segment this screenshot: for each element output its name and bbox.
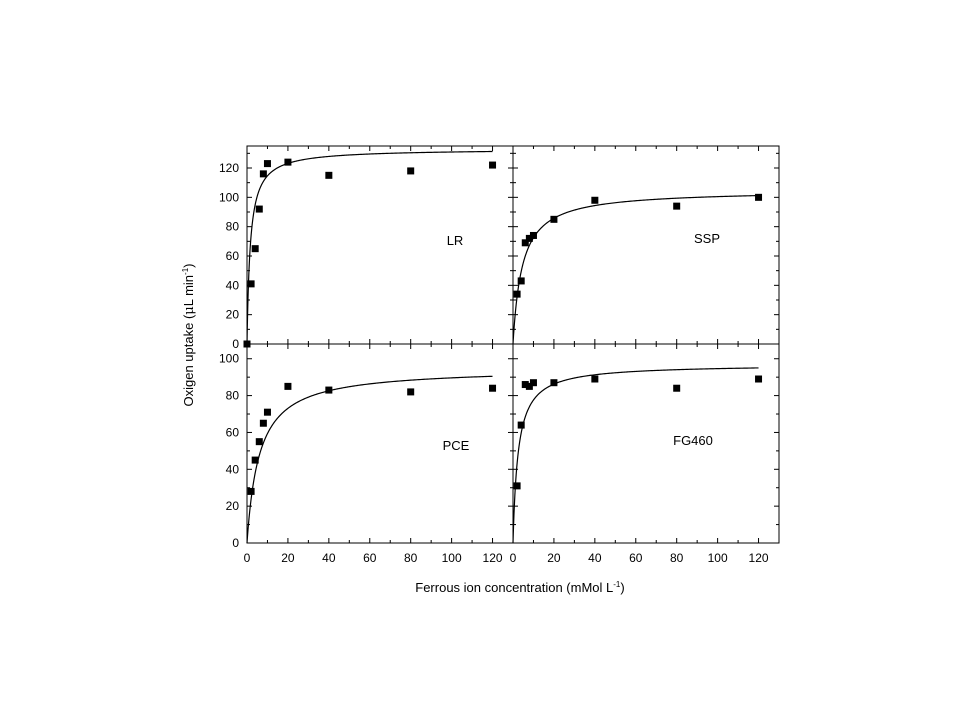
fit-curve xyxy=(512,367,759,543)
data-point xyxy=(255,205,263,213)
y-tick-label: 80 xyxy=(226,220,240,234)
data-point xyxy=(550,215,558,223)
panel-label: SSP xyxy=(694,231,720,246)
panel-bottom-right: 0 20 40 60 80 100 120 FG460 xyxy=(510,343,780,565)
data-point xyxy=(251,245,259,253)
x-axis-title: Ferrous ion concentration (mMol L-1) xyxy=(415,580,624,595)
fit-curve xyxy=(246,375,493,544)
data-point xyxy=(529,231,537,239)
y-axis-title-mu: μ xyxy=(182,306,197,314)
y-axis-title-close: ) xyxy=(181,263,196,267)
data-point xyxy=(284,382,292,390)
y-axis-title: Oxigen uptake (μL min-1) xyxy=(181,263,197,406)
y-axis-title-superscript: -1 xyxy=(181,267,190,275)
y-tick-label: 0 xyxy=(232,337,239,351)
x-tick-label: 120 xyxy=(749,551,769,565)
data-point xyxy=(263,408,271,416)
data-point xyxy=(513,482,521,490)
y-tick-label: 60 xyxy=(226,249,240,263)
panel-frame xyxy=(246,343,514,544)
data-point xyxy=(247,280,255,288)
y-tick-label: 60 xyxy=(226,425,240,439)
x-tick-label: 40 xyxy=(588,551,602,565)
data-point xyxy=(673,202,681,210)
x-tick-label: 20 xyxy=(547,551,561,565)
data-point xyxy=(521,239,529,247)
data-point xyxy=(259,419,267,427)
x-tick-label: 20 xyxy=(281,551,295,565)
y-tick-label: 100 xyxy=(219,352,239,366)
data-point xyxy=(550,379,558,387)
x-tick-label: 100 xyxy=(708,551,728,565)
data-point xyxy=(525,234,533,242)
data-point xyxy=(259,170,267,178)
data-point xyxy=(521,381,529,389)
data-point xyxy=(755,193,763,201)
y-axis-title-main: Oxigen uptake ( xyxy=(181,314,196,406)
fit-curve xyxy=(512,194,759,344)
data-point xyxy=(489,384,497,392)
y-tick-label: 20 xyxy=(226,499,240,513)
panel-top-left: 0 20 40 60 80 100 120 LR xyxy=(219,145,514,351)
data-point xyxy=(517,421,525,429)
panel-bottom-left: 0 20 40 60 80 100 0 20 40 60 80 100 120 PCE xyxy=(219,343,514,565)
panel-label: PCE xyxy=(443,438,470,453)
x-tick-label: 0 xyxy=(244,551,251,565)
x-tick-label: 60 xyxy=(363,551,377,565)
y-tick-label: 120 xyxy=(219,161,239,175)
x-axis-title-close: ) xyxy=(620,580,624,595)
x-tick-label: 80 xyxy=(670,551,684,565)
data-point xyxy=(284,158,292,166)
x-tick-label: 80 xyxy=(404,551,418,565)
x-tick-label: 40 xyxy=(322,551,336,565)
data-point xyxy=(489,161,497,169)
x-axis-title-main: Ferrous ion concentration (mMol L xyxy=(415,580,613,595)
data-point xyxy=(517,277,525,285)
panel-top-right: SSP xyxy=(512,145,780,345)
panel-frame xyxy=(246,145,514,345)
x-tick-label: 100 xyxy=(442,551,462,565)
y-axis-title-unit: L min xyxy=(181,275,196,306)
data-point xyxy=(251,456,259,464)
data-point xyxy=(407,167,415,175)
panel-label: LR xyxy=(447,233,464,248)
y-tick-label: 40 xyxy=(226,278,240,292)
data-point xyxy=(591,375,599,383)
y-tick-label: 0 xyxy=(232,536,239,550)
fit-curve xyxy=(246,150,493,344)
y-tick-label: 20 xyxy=(226,308,240,322)
data-point xyxy=(591,196,599,204)
data-point xyxy=(247,487,255,495)
x-tick-label: 120 xyxy=(483,551,503,565)
x-tick-label: 60 xyxy=(629,551,643,565)
data-point xyxy=(255,438,263,446)
panel-label: FG460 xyxy=(673,433,713,448)
data-point xyxy=(529,379,537,387)
data-point xyxy=(407,388,415,396)
x-axis-title-superscript: -1 xyxy=(613,580,621,589)
data-point xyxy=(263,160,271,168)
data-point xyxy=(513,290,521,298)
panel-frame xyxy=(512,343,780,544)
panel-frame xyxy=(512,145,780,345)
data-point xyxy=(755,375,763,383)
y-tick-label: 80 xyxy=(226,389,240,403)
x-tick-label: 0 xyxy=(510,551,517,565)
data-point xyxy=(673,384,681,392)
data-point xyxy=(325,386,333,394)
data-point xyxy=(525,382,533,390)
data-point xyxy=(325,171,333,179)
y-tick-label: 100 xyxy=(219,190,239,204)
y-tick-label: 40 xyxy=(226,462,240,476)
